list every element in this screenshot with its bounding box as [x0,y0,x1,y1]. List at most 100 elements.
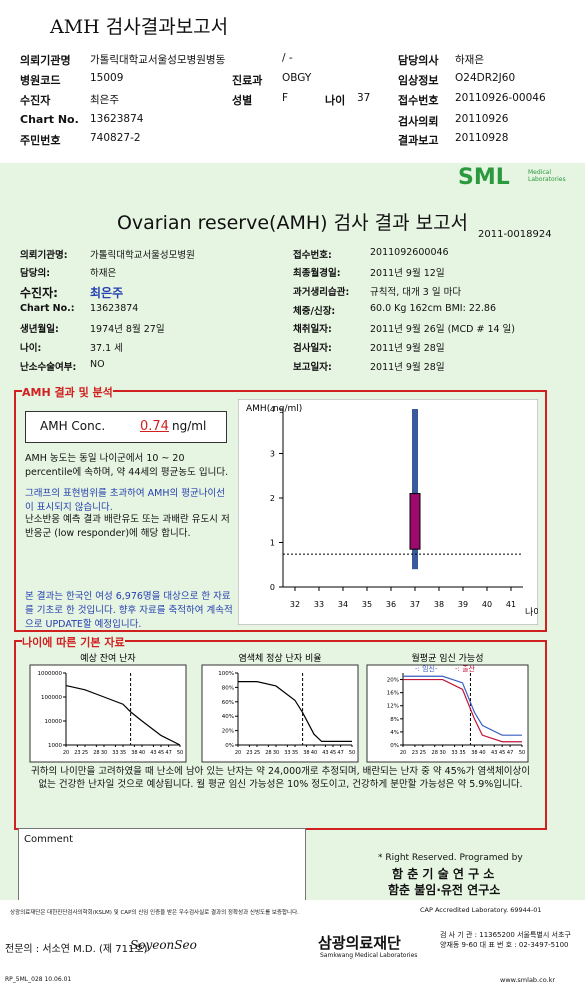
x-tick-label: 28 [432,750,438,756]
info-label: 검사일자: [293,343,332,354]
report-title: Ovarian reserve(AMH) 검사 결과 보고서 [116,212,469,234]
line [403,675,522,736]
info-value: 하재은 [90,268,117,279]
field-label: 주민번호 [20,134,61,147]
rights: 함춘 불임·유전 연구소 [388,883,501,897]
x-tick-label: 28 [265,750,271,756]
info-label: 체중/신장: [293,306,336,317]
x-tick-label: 38 [303,750,309,756]
info-label: 채취일자: [293,324,332,335]
logo: SML [458,165,510,190]
line [65,684,181,746]
x-tick-label: 41 [506,600,516,609]
doctor: 전문의 : 서소연 M.D. (제 711호) [5,944,148,955]
paragraph: 난소반응 예측 결과 배란유도 또는 과배란 유도시 저반응군 (low res… [25,514,230,539]
field-label: 나이 [325,94,346,107]
analysis-box [14,390,547,632]
x-tick-label: 43 [150,750,156,756]
x-label: 나이 [525,607,538,618]
legend-entry: -: 출산 [455,664,476,673]
x-tick-label: 47 [337,750,343,756]
y-tick-label: 40% [222,714,234,720]
org-en: Samkwang Medical Laboratories [320,952,418,959]
y-tick-label: 0 [270,583,275,592]
y-tick-label: 10000 [45,719,63,725]
x-tick-label: 40 [479,750,485,756]
field-label: Chart No. [20,113,79,126]
x-tick-label: 30 [439,750,445,756]
analysis-title: AMH 결과 및 분석 [22,384,113,400]
x-tick-label: 50 [519,750,525,756]
info-value: 1974년 8월 27일 [90,324,165,335]
line [403,678,522,743]
code: RP_5ML_028 10.06.01 [5,976,72,983]
field-value: 740827-2 [90,132,141,144]
whisker [412,409,418,570]
field-label: 결과보고 [398,134,439,147]
y-tick-label: 60% [222,700,234,706]
y-tick-label: 0% [225,743,234,749]
paragraph: 그래프의 표현범위를 초과하여 AMH의 평균나이선이 표시되지 않습니다. [25,488,225,513]
small-chart: 예상 잔여 난자 1000 10000 100000 1000000 20 23 25 28 30… [29,653,187,763]
chart-frame [201,664,359,763]
conc-value: 0.74 [140,419,169,434]
line [238,681,352,742]
paragraph: 본 결과는 한국인 여성 6,976명을 대상으로 한 자료를 기초로 한 것입… [25,591,233,630]
y-tick-label: 8% [390,717,399,723]
contact: 검 사 기 관 : 11365200 서울특별시 서초구 양재동 9-60 대 … [440,931,571,949]
chart-frame [366,664,529,763]
x-tick-label: 33 [314,600,324,609]
field-value: F [282,92,289,104]
x-tick-label: 36 [386,600,396,609]
info-value: 규칙적, 대개 3 일 마다 [370,287,462,298]
x-tick-label: 32 [290,600,300,609]
y-tick-label: 1 [270,539,275,548]
field-label: 수진자 [20,94,51,107]
chart-title: 월평균 임신 가능성 [412,653,484,664]
url: www.smlab.co.kr [500,976,556,984]
x-tick-label: 23 [246,750,252,756]
y-tick-label: 12% [387,704,399,710]
y-tick-label: 1000000 [38,671,63,677]
info-value: 2011년 9월 26일 (MCD # 14 일) [370,324,515,335]
x-tick-label: 43 [491,750,497,756]
y-tick-label: 2 [270,494,275,503]
field-value: / - [282,52,293,64]
field-value: 37 [357,92,371,104]
info-value: 2011년 9월 12일 [370,268,445,279]
x-tick-label: 30 [101,750,107,756]
x-tick-label: 45 [499,750,505,756]
comment-box: Comment [18,828,306,910]
x-tick-label: 28 [93,750,99,756]
x-tick-label: 38 [434,600,444,609]
rights: * Right Reserved. Programed by [378,853,523,863]
signature: SoyeonSeo [130,938,197,952]
info-value: 최은주 [90,286,124,300]
rights: 함 춘 기 술 연 구 소 [392,867,495,881]
field-label: 진료과 [232,74,263,87]
x-tick-label: 30 [273,750,279,756]
y-tick-label: 1000 [48,743,62,749]
x-tick-label: 47 [165,750,171,756]
conc-label: AMH Conc. [40,419,106,433]
y-tick-label: 80% [222,685,234,691]
x-tick-label: 23 [412,750,418,756]
x-tick-label: 20 [400,750,406,756]
y-tick-label: 100% [218,671,234,677]
small-chart: 염색체 정상 난자 비율 0% 20% 40% 60% 80% 100% 20 23 25 28 30… [201,653,359,763]
footer: 상광의료재단은 대한진단검사의학회(KSLM) 및 CAP의 신임 인증을 받은… [0,900,585,989]
small-chart: 월평균 임신 가능성 0% 4% 8% 12% 16% 20% 20 23 25 28 30 33 35 3… [366,653,529,763]
y-tick-label: 4% [390,730,399,736]
info-value: 2011년 9월 28일 [370,343,445,354]
x-tick-label: 20 [63,750,69,756]
y-tick-label: 20% [387,678,399,684]
info-label: 과거생리습관: [293,287,350,298]
basic-title: 나이에 따른 기본 자료 [22,634,125,650]
info-value: 2011092600046 [370,247,449,258]
cap: CAP Accredited Laboratory. 69944-01 [420,906,542,914]
x-tick-label: 35 [120,750,126,756]
x-tick-label: 38 [471,750,477,756]
y-tick-label: 16% [387,691,399,697]
info-label: 의뢰기관명: [20,250,68,261]
